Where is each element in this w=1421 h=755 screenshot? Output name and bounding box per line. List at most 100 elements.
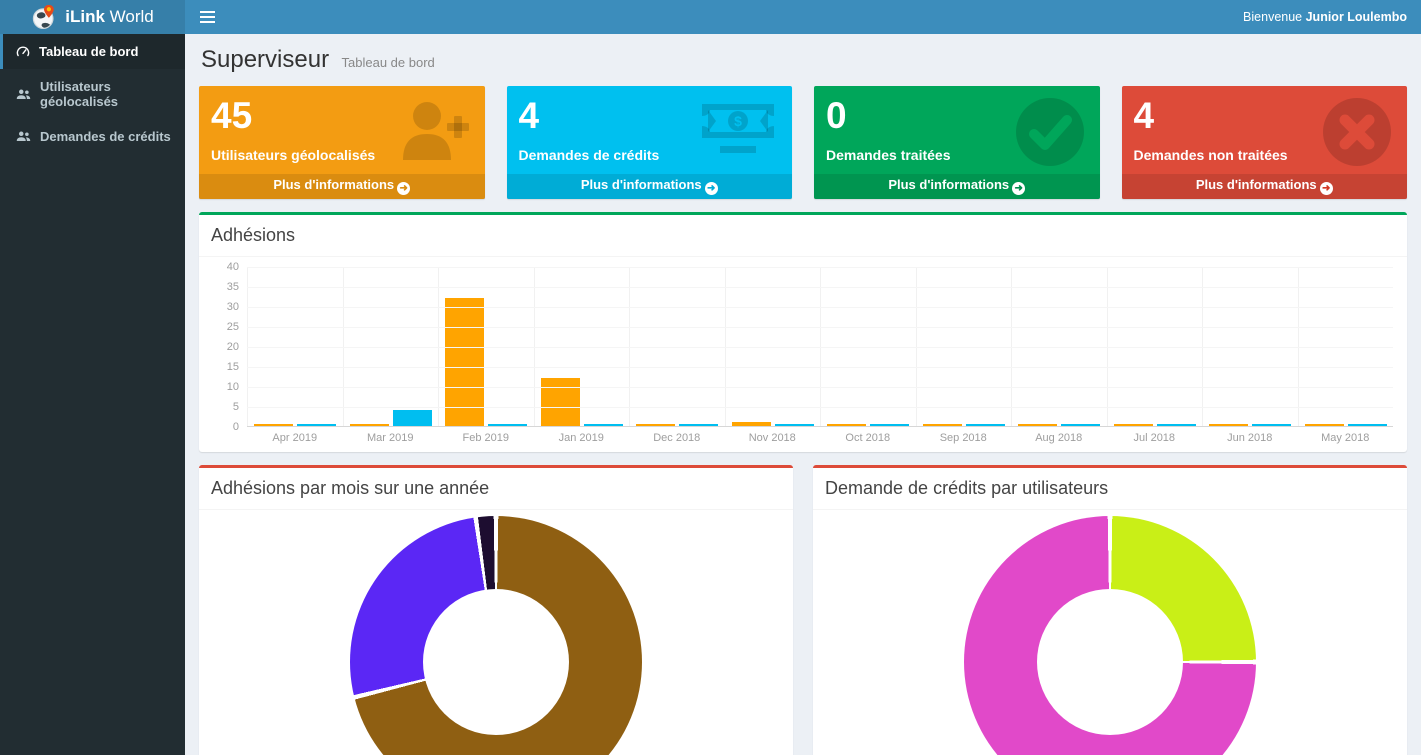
- bar: [1347, 424, 1387, 426]
- bar-group: [247, 267, 343, 426]
- h-gridline: [247, 407, 1393, 408]
- bar-group: [1106, 267, 1203, 426]
- bar: [445, 298, 485, 426]
- h-gridline: [247, 367, 1393, 368]
- y-tick-label: 30: [226, 301, 239, 313]
- bar: [488, 424, 528, 426]
- donut-chart-adhesions: [350, 516, 642, 755]
- brand-logo[interactable]: iLink World: [0, 0, 185, 34]
- bar: [636, 424, 676, 426]
- content-header: Superviseur Tableau de bord: [185, 34, 1421, 82]
- stat-card-demandes-non-traitees: 4 Demandes non traitées Plus d'informati…: [1121, 86, 1407, 199]
- welcome-prefix: Bienvenue: [1243, 10, 1306, 24]
- sidebar: Tableau de bord Utilisateurs géolocalisé…: [0, 34, 185, 755]
- sidebar-item-tableau-de-bord[interactable]: Tableau de bord: [0, 34, 185, 69]
- top-navbar: iLink World Bienvenue Junior Loulembo: [0, 0, 1421, 34]
- users-icon: [16, 88, 31, 101]
- stat-value: 0: [826, 95, 847, 136]
- y-tick-label: 0: [232, 421, 239, 433]
- bar-chart-xlabels: Apr 2019 Mar 2019 Feb 2019 Jan 2019 Dec 2018…: [247, 427, 1393, 444]
- sidebar-item-label: Demandes de crédits: [40, 129, 171, 144]
- bar: [1304, 424, 1344, 426]
- bar-chart-yaxis: 0 5 10 15 20 25 30 35 40: [213, 261, 247, 433]
- user-plus-icon: [393, 96, 471, 171]
- bar: [583, 424, 623, 426]
- sidebar-item-utilisateurs-geolocalises[interactable]: Utilisateurs géolocalisés: [0, 69, 185, 119]
- page-title: Superviseur: [201, 46, 330, 73]
- bar: [922, 424, 962, 426]
- brand-bold: iLink: [65, 7, 105, 26]
- money-icon: $: [698, 96, 778, 167]
- more-info-label: Plus d'informations: [273, 177, 395, 192]
- bar: [679, 424, 719, 426]
- y-tick-label: 35: [226, 281, 239, 293]
- sidebar-item-demandes-de-credits[interactable]: Demandes de crédits: [0, 119, 185, 154]
- sidebar-item-label: Tableau de bord: [39, 44, 139, 59]
- more-info-link[interactable]: Plus d'informations ➜: [1121, 174, 1407, 199]
- h-gridline: [247, 287, 1393, 288]
- sidebar-toggle-hamburger-icon[interactable]: [185, 0, 229, 34]
- donut-chart-credits: [964, 516, 1256, 755]
- bar: [774, 424, 814, 426]
- box-title-demande-credits: Demande de crédits par utilisateurs: [813, 468, 1407, 510]
- more-info-label: Plus d'informations: [580, 177, 702, 192]
- bar-group: [724, 267, 821, 426]
- stat-value: 4: [1133, 95, 1155, 136]
- y-tick-label: 10: [226, 381, 239, 393]
- more-info-link[interactable]: Plus d'informations ➜: [506, 174, 792, 199]
- arrow-circle-right-icon: ➜: [1012, 182, 1026, 195]
- x-tick-label: Jul 2018: [1133, 432, 1176, 444]
- stat-cards-row: 45 Utilisateurs géolocalisés Plus d'info…: [199, 86, 1407, 199]
- x-tick-label: Oct 2018: [845, 432, 891, 444]
- stat-card-demandes-traitees: 0 Demandes traitées Plus d'informations ➜: [814, 86, 1100, 199]
- stat-label: Demandes non traitées: [1133, 146, 1288, 163]
- stat-label: Utilisateurs géolocalisés: [211, 146, 376, 163]
- bar-chart: 0 5 10 15 20 25 30 35 40: [213, 261, 1394, 433]
- bar-group: [820, 267, 916, 426]
- page-subtitle: Tableau de bord: [341, 55, 435, 70]
- y-tick-label: 15: [226, 361, 239, 373]
- x-tick-label: Mar 2019: [367, 432, 414, 444]
- box-title-adhesions-par-mois: Adhésions par mois sur une année: [199, 468, 793, 510]
- y-tick-label: 20: [226, 341, 239, 353]
- globe-pin-logo-icon: [31, 4, 57, 30]
- bar: [254, 424, 294, 426]
- navbar-right: Bienvenue Junior Loulembo: [185, 0, 1421, 34]
- bar: [1156, 424, 1196, 426]
- bar-group: [1011, 267, 1107, 426]
- bar: [827, 424, 867, 426]
- bar: [1252, 424, 1292, 426]
- demande-credits-box: Demande de crédits par utilisateurs: [813, 465, 1407, 755]
- stat-card-demandes-de-credits: 4 Demandes de crédits $ Plus d'infor: [506, 86, 792, 199]
- bar: [1113, 424, 1153, 426]
- x-tick-label: Aug 2018: [1035, 432, 1083, 444]
- adhesions-par-mois-box: Adhésions par mois sur une année: [199, 465, 793, 755]
- x-tick-label: Dec 2018: [653, 432, 701, 444]
- arrow-circle-right-icon: ➜: [397, 182, 411, 195]
- x-tick-label: May 2018: [1321, 432, 1370, 444]
- bar-group: [1297, 267, 1394, 426]
- dashboard-icon: [16, 45, 30, 59]
- bar: [731, 422, 771, 426]
- adhesions-box: Adhésions 0 5 10 15 20 25 30 35 40 Apr 2019 Mar 2…: [199, 212, 1407, 452]
- more-info-label: Plus d'informations: [888, 177, 1010, 192]
- x-tick-label: Nov 2018: [748, 432, 796, 444]
- y-tick-label: 25: [226, 321, 239, 333]
- y-tick-label: 40: [226, 261, 239, 273]
- more-info-link[interactable]: Plus d'informations ➜: [814, 174, 1100, 199]
- bar-group: [438, 267, 534, 426]
- bar: [540, 378, 580, 426]
- bar-group: [915, 267, 1012, 426]
- h-gridline: [247, 387, 1393, 388]
- x-tick-label: Jan 2019: [558, 432, 604, 444]
- stat-card-utilisateurs-geolocalises: 45 Utilisateurs géolocalisés Plus d'info…: [199, 86, 485, 199]
- welcome-text: Bienvenue Junior Loulembo: [1229, 10, 1421, 24]
- more-info-link[interactable]: Plus d'informations ➜: [199, 174, 485, 199]
- bar-group: [629, 267, 725, 426]
- check-circle-icon: [1014, 96, 1086, 173]
- times-circle-icon: [1321, 96, 1393, 173]
- bar: [349, 424, 389, 426]
- y-tick-label: 5: [232, 401, 239, 413]
- stat-label: Demandes traitées: [826, 146, 951, 163]
- stat-label: Demandes de crédits: [518, 146, 660, 163]
